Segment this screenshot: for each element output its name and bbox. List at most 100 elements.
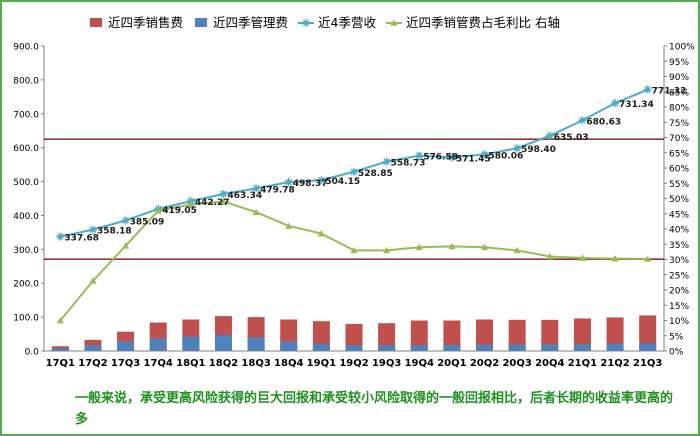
bar-sales [378,323,396,351]
x-axis-tick-label: 18Q2 [209,358,238,369]
x-axis-tick-label: 19Q1 [307,358,336,369]
revenue-data-label: 504.15 [325,177,360,187]
revenue-data-label: 385.09 [130,217,165,227]
right-axis-tick-label: 55% [669,180,689,190]
right-axis-tick-label: 40% [669,226,689,236]
right-axis-tick-label: 0% [669,348,684,358]
x-axis-tick-label: 21Q1 [568,358,597,369]
revenue-data-label: 680.63 [586,117,621,127]
marker-revenue [317,176,326,185]
marker-expense-ratio [56,316,64,324]
revenue-data-label: 571.45 [456,154,491,164]
line-revenue [60,88,649,238]
right-axis-tick-label: 90% [669,73,689,83]
bar-management [182,336,200,351]
bar-sales [443,320,461,351]
marker-expense-ratio [121,242,130,249]
bar-management [84,345,102,351]
bar-management [476,344,494,351]
marker-expense-ratio [252,208,260,216]
bar-management [117,341,135,351]
legend-swatch [90,18,102,27]
bar-management [541,344,559,351]
reference-lines [44,138,664,260]
revenue-data-label: 576.58 [423,153,458,163]
bar-management [443,344,461,351]
marker-revenue [350,167,358,176]
x-axis-tick-label: 17Q2 [78,358,107,369]
bar-management [149,338,167,351]
marker-expense-ratio [383,246,391,254]
x-axis-tick-label: 17Q1 [46,358,75,369]
left-axis-tick-label: 400.0 [13,212,39,222]
revenue-data-label: 598.40 [521,145,556,155]
right-axis-tick-label: 35% [669,241,689,251]
legend-label: 近四季管理费 [213,15,288,30]
x-axis-tick-label: 17Q4 [144,358,173,369]
x-axis-tick-label: 20Q4 [535,358,564,369]
marker-expense-ratio [546,252,554,260]
legend-item: 近4季营收 [298,15,376,30]
bar-sales [541,319,559,351]
x-axis-tick-label: 18Q3 [241,358,270,369]
right-axis-tick-label: 45% [669,210,689,220]
bar-management [345,345,363,351]
bar-management [606,343,624,351]
line-series [56,85,652,324]
left-axis-tick-label: 200.0 [13,280,39,290]
right-axis-tick-label: 70% [669,134,689,144]
revenue-data-label: 337.68 [64,234,99,244]
left-axis-tick-label: 700.0 [13,110,39,120]
right-axis-tick-label: 75% [669,119,689,129]
bar-management [639,343,657,351]
marker-expense-ratio [611,254,619,262]
right-axis: 0% 5% 10% 15% 20% 25% 30% 35% 40% 45% 50% 55% 60% 65%… [663,43,695,358]
right-axis-tick-label: 20% [669,287,689,297]
x-axis-tick-label: 21Q2 [600,358,629,369]
right-axis-tick-label: 60% [669,165,689,175]
marker-revenue [447,153,456,162]
bar-sales [410,320,428,351]
left-axis: 0.0 100.0 200.0 300.0 400.0 500.0 600.0 700.0 80… [13,43,45,358]
marker-revenue [545,131,554,140]
revenue-data-label: 558.73 [391,159,426,169]
marker-expense-ratio [219,197,228,205]
bar-sales [639,315,657,351]
legend-label: 近4季营收 [318,15,376,30]
right-axis-tick-label: 5% [669,332,684,342]
left-axis-tick-label: 600.0 [13,144,39,154]
legend-item: 近四季管理费 [195,15,288,30]
revenue-data-label: 479.78 [260,185,295,195]
marker-expense-ratio [448,242,456,250]
marker-expense-ratio [154,207,162,214]
x-axis-tick-label: 20Q3 [502,358,531,369]
marker-expense-ratio [480,243,489,251]
legend-swatch-marker [302,19,311,27]
bar-sales [606,317,624,351]
marker-revenue [480,150,489,159]
bar-sales [476,319,494,351]
bar-management [280,341,298,351]
marker-revenue [56,232,65,241]
left-axis-tick-label: 800.0 [13,76,39,86]
left-axis-tick-label: 500.0 [13,178,39,188]
x-axis-tick-label: 19Q4 [405,358,434,369]
revenue-data-label: 580.06 [489,151,524,161]
revenue-data-label: 419.05 [162,206,197,216]
bar-sales [573,318,591,351]
right-axis-tick-label: 95% [669,58,689,68]
legend-swatch [195,18,208,27]
left-axis-tick-label: 100.0 [13,314,39,324]
marker-revenue [382,157,391,166]
right-axis-tick-label: 65% [669,149,689,159]
marker-revenue [219,189,228,198]
marker-expense-ratio [285,222,293,229]
marker-expense-ratio [317,229,325,237]
bar-management [51,348,69,351]
marker-revenue [415,151,424,160]
revenue-data-label: 442.27 [195,198,230,208]
marker-expense-ratio [89,277,97,284]
revenue-data-label: 498.37 [293,179,328,189]
marker-revenue [121,216,130,225]
marker-revenue [578,116,587,125]
